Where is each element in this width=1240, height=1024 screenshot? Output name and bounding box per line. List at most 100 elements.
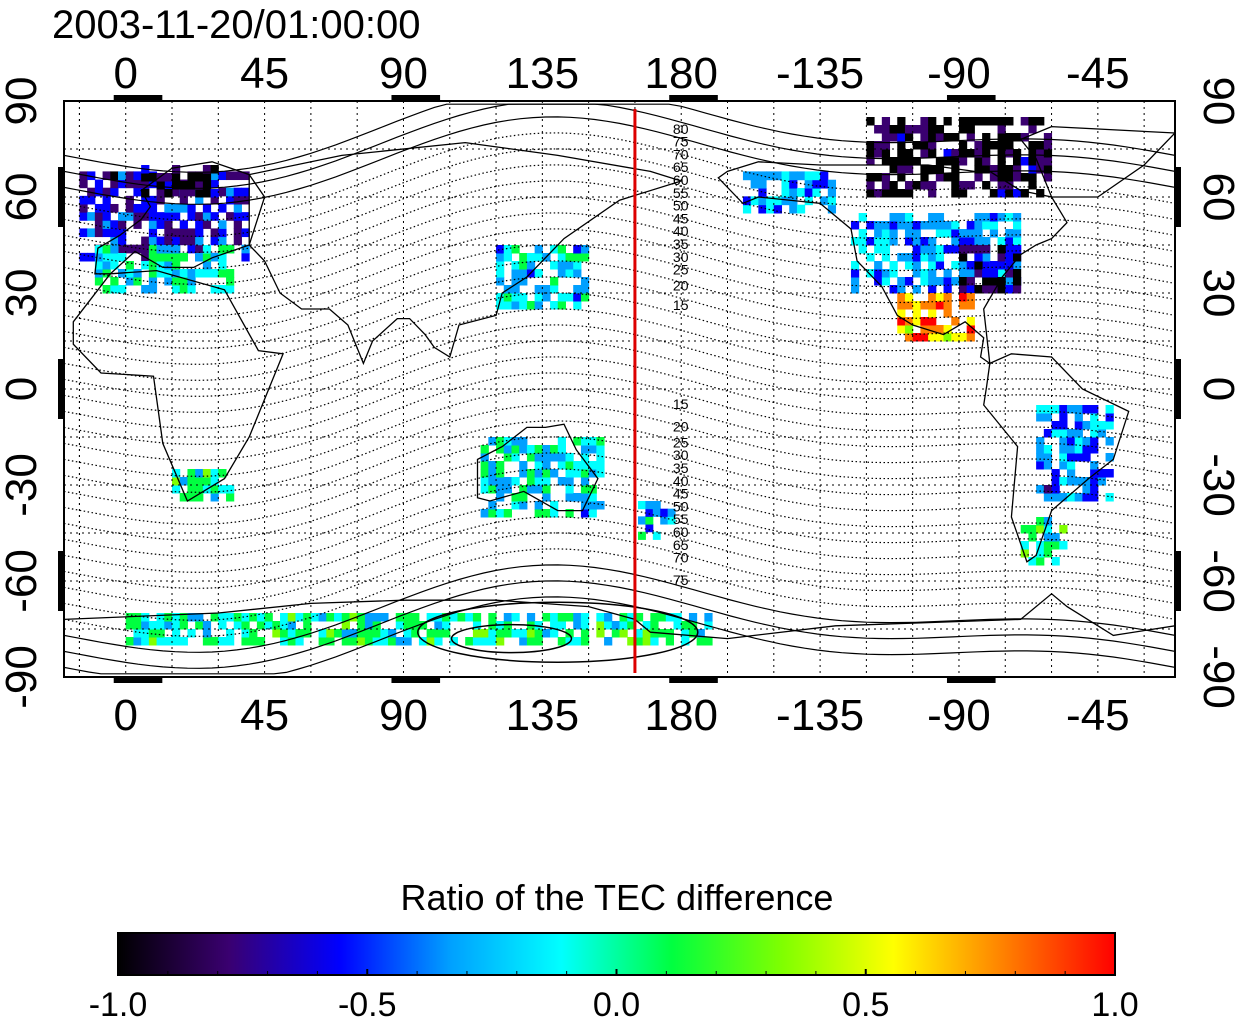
data-cell (503, 629, 512, 638)
data-cell (256, 637, 266, 646)
data-cell (542, 485, 551, 494)
data-cell (1005, 269, 1014, 278)
data-cell (179, 285, 188, 294)
data-cell (488, 461, 497, 470)
data-cell (951, 245, 960, 254)
data-cell (982, 149, 991, 158)
data-cell (179, 253, 188, 262)
data-cell (426, 629, 435, 638)
data-cell (1097, 477, 1107, 486)
data-cell (1066, 469, 1076, 478)
data-cell (480, 485, 489, 494)
dip-contour-label: 35 (673, 236, 689, 252)
data-cell (511, 477, 520, 486)
dip-contour-label: 35 (673, 460, 689, 476)
data-cell (79, 203, 88, 213)
data-cell (904, 149, 914, 158)
data-cell (496, 269, 505, 278)
data-cell (156, 253, 165, 262)
data-cell (904, 237, 914, 246)
data-cell (519, 637, 528, 646)
top-longitude-tick-label: 45 (240, 49, 289, 98)
data-cell (133, 613, 142, 622)
data-cell (920, 173, 929, 182)
data-cell (148, 212, 158, 221)
data-cell (480, 461, 489, 470)
data-cell (912, 301, 921, 310)
data-cell (94, 245, 104, 254)
data-cell (526, 485, 536, 494)
data-cell (218, 261, 227, 270)
data-cell (645, 508, 654, 517)
dip-contour-label: 70 (673, 146, 689, 162)
data-cell (488, 637, 497, 646)
data-cell (1036, 557, 1045, 566)
data-cell (1105, 469, 1114, 478)
data-cell (935, 301, 945, 310)
data-cell (125, 195, 134, 205)
dip-contour-label: 55 (673, 185, 689, 201)
data-cell (789, 188, 798, 197)
data-cell (951, 261, 960, 270)
coastline-south-america (983, 353, 1130, 563)
data-cell (958, 141, 968, 150)
data-cell (920, 277, 929, 286)
data-cell (935, 229, 945, 238)
data-cell (1051, 469, 1060, 478)
data-cell (496, 629, 505, 638)
data-cell (1043, 549, 1053, 558)
data-cell (519, 301, 528, 310)
dip-contour-label: 50 (673, 498, 689, 514)
data-cell (951, 189, 960, 198)
data-cell (102, 212, 111, 221)
data-cell (943, 117, 952, 126)
data-cell (889, 157, 898, 166)
data-cell (943, 325, 952, 334)
data-cell (218, 269, 227, 278)
data-cell (179, 228, 188, 238)
data-cell (645, 524, 654, 533)
data-cell (652, 501, 661, 510)
data-cell (341, 637, 350, 646)
dip-contour-label: 55 (673, 511, 689, 527)
dip-contour-label: 60 (673, 524, 689, 540)
data-cell (156, 173, 165, 182)
data-cell (966, 261, 975, 270)
data-cell (148, 173, 158, 182)
data-cell (148, 195, 158, 205)
data-cell (958, 285, 968, 294)
data-cell (195, 469, 204, 478)
data-cell (974, 245, 983, 254)
data-cell (550, 453, 559, 462)
data-cell (1005, 229, 1014, 238)
data-cell (928, 309, 937, 318)
data-cell (881, 173, 891, 182)
data-cell (226, 613, 235, 622)
data-cell (1059, 541, 1068, 550)
data-cell (866, 173, 875, 182)
bottom-frame-tick (113, 677, 163, 683)
data-cell (195, 236, 204, 246)
data-cell (1020, 525, 1029, 534)
data-cell (974, 253, 983, 262)
data-cell (912, 245, 921, 254)
data-cell (1036, 525, 1045, 534)
data-cell (233, 236, 242, 246)
data-cell (172, 621, 181, 630)
data-cell (974, 221, 983, 230)
data-cell (233, 212, 242, 221)
data-cell (503, 253, 512, 262)
data-cell (573, 285, 582, 294)
data-cell (503, 437, 512, 446)
data-cell (920, 181, 929, 190)
data-cell (897, 117, 906, 126)
bottom-frame-tick (946, 677, 996, 683)
data-cell (488, 469, 497, 478)
data-cell (511, 613, 520, 622)
map-timestamp: 2003-11-20/01:00:00 (52, 3, 420, 47)
data-cell (542, 477, 551, 486)
data-cell (997, 277, 1006, 286)
data-cell (874, 149, 883, 158)
data-cell (935, 277, 945, 286)
